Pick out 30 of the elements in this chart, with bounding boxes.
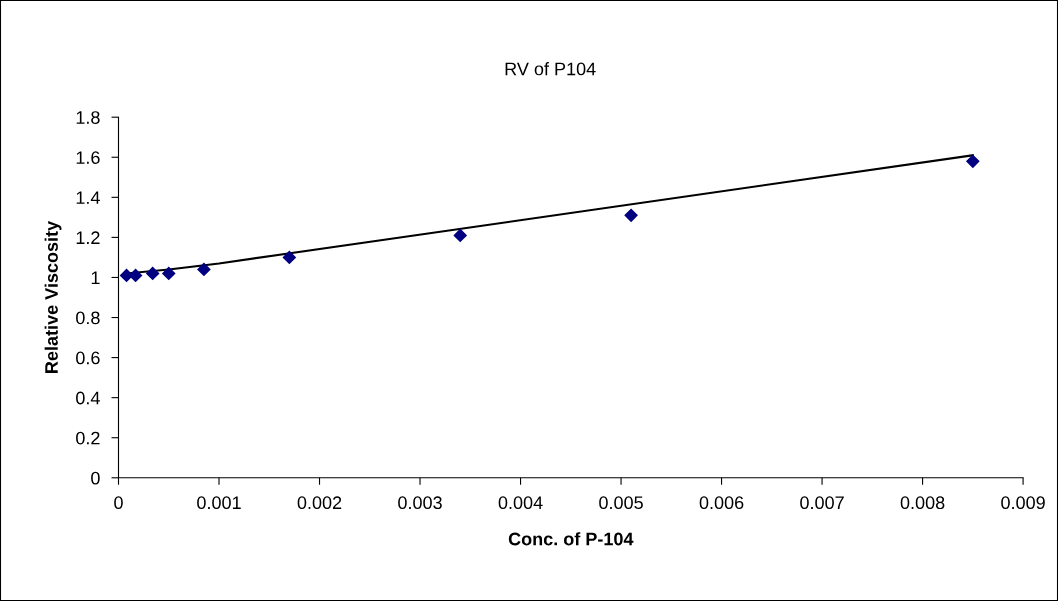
x-tick-label: 0	[114, 496, 123, 510]
x-tick-label: 0.001	[197, 496, 241, 510]
point	[197, 262, 211, 277]
x-tick-label: 0.004	[498, 496, 543, 510]
x-tick-label: 0.006	[699, 496, 744, 510]
y-tick-label: 0	[91, 471, 100, 485]
y-axis-title: Relative Viscosity	[44, 220, 62, 373]
x-tick-label: 0.002	[297, 496, 342, 510]
y-tick-label: 0.4	[76, 391, 100, 405]
point	[624, 208, 638, 222]
y-tick-label: 1.8	[76, 111, 100, 124]
point	[162, 266, 176, 281]
point	[453, 228, 467, 242]
point	[146, 266, 160, 281]
x-axis-title: Conc. of P-104	[508, 532, 634, 546]
y-tick-label: 1.2	[76, 231, 100, 244]
x-tick-label: 0.008	[900, 496, 945, 510]
y-tick-label: 0.8	[76, 311, 100, 325]
y-tick-label: 1	[91, 271, 100, 284]
x-tick-label: 0.003	[398, 496, 442, 510]
x-tick-label: 0.005	[599, 496, 643, 510]
point	[966, 154, 980, 168]
point	[282, 250, 296, 265]
x-tick-label: 0.009	[1001, 496, 1045, 510]
y-tick-label: 1.6	[76, 151, 100, 164]
y-tick-label: 0.6	[76, 351, 100, 365]
x-tick-label: 0.007	[800, 496, 844, 510]
chart-title: RV of P104	[505, 62, 596, 76]
y-tick-label: 0.2	[76, 431, 100, 445]
y-tick-label: 1.4	[76, 191, 100, 204]
